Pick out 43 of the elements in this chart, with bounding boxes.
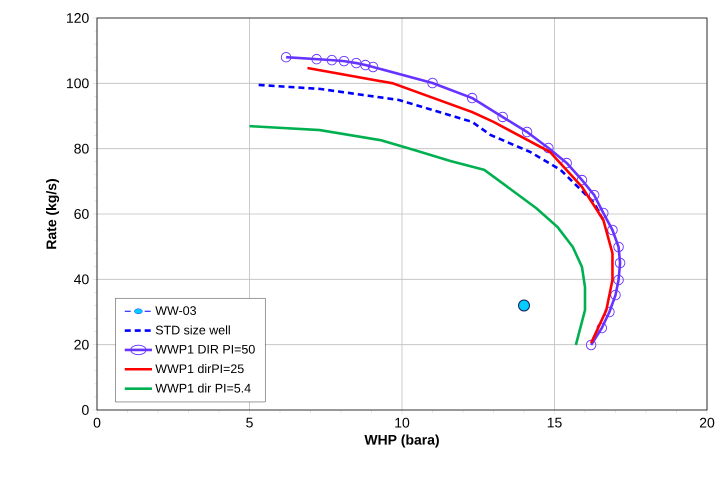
point: [607, 224, 618, 236]
point: [368, 62, 378, 72]
x-tick-label: 5: [246, 418, 253, 428]
legend-label: WWP1 dir PI=5.4: [155, 383, 251, 393]
y-tick-label: 0: [82, 405, 89, 415]
point: [588, 190, 600, 200]
x-tick-label: 10: [395, 418, 410, 428]
point: [326, 54, 338, 66]
y-axis-title: Rate (kg/s): [46, 179, 60, 249]
y-tick-label: 60: [74, 209, 89, 219]
y-tick-label: 100: [67, 78, 89, 88]
legend-label: WW-03: [155, 306, 196, 316]
y-tick-label: 40: [74, 274, 89, 284]
point: [596, 322, 608, 334]
y-tick-label: 20: [74, 340, 89, 350]
point: [311, 54, 322, 64]
point: [586, 340, 596, 350]
point: [613, 242, 624, 252]
x-tick-label: 20: [700, 418, 714, 428]
line-series: [248, 124, 586, 346]
point: [613, 274, 624, 286]
point: [497, 112, 508, 122]
point: [280, 52, 292, 62]
point: [338, 56, 350, 66]
point: [466, 92, 478, 104]
x-tick-label: 0: [94, 418, 100, 428]
legend-label: WWP1 dirPI=25: [155, 364, 244, 374]
point: [543, 142, 554, 154]
x-tick-label: 15: [548, 418, 562, 428]
point: [427, 78, 438, 88]
y-tick-label: 120: [67, 13, 89, 23]
point: [360, 60, 371, 70]
point: [614, 258, 626, 268]
y-tick-label: 80: [74, 144, 89, 154]
line-series: [306, 66, 614, 344]
point: [351, 58, 362, 68]
point: [518, 299, 530, 312]
point: [522, 126, 532, 138]
x-axis-title: WHP (bara): [364, 434, 439, 448]
legend-label: WWP1 DIR PI=50: [155, 344, 255, 354]
legend-label: STD size well: [156, 325, 230, 334]
point: [610, 290, 621, 300]
line-series: [257, 84, 605, 222]
